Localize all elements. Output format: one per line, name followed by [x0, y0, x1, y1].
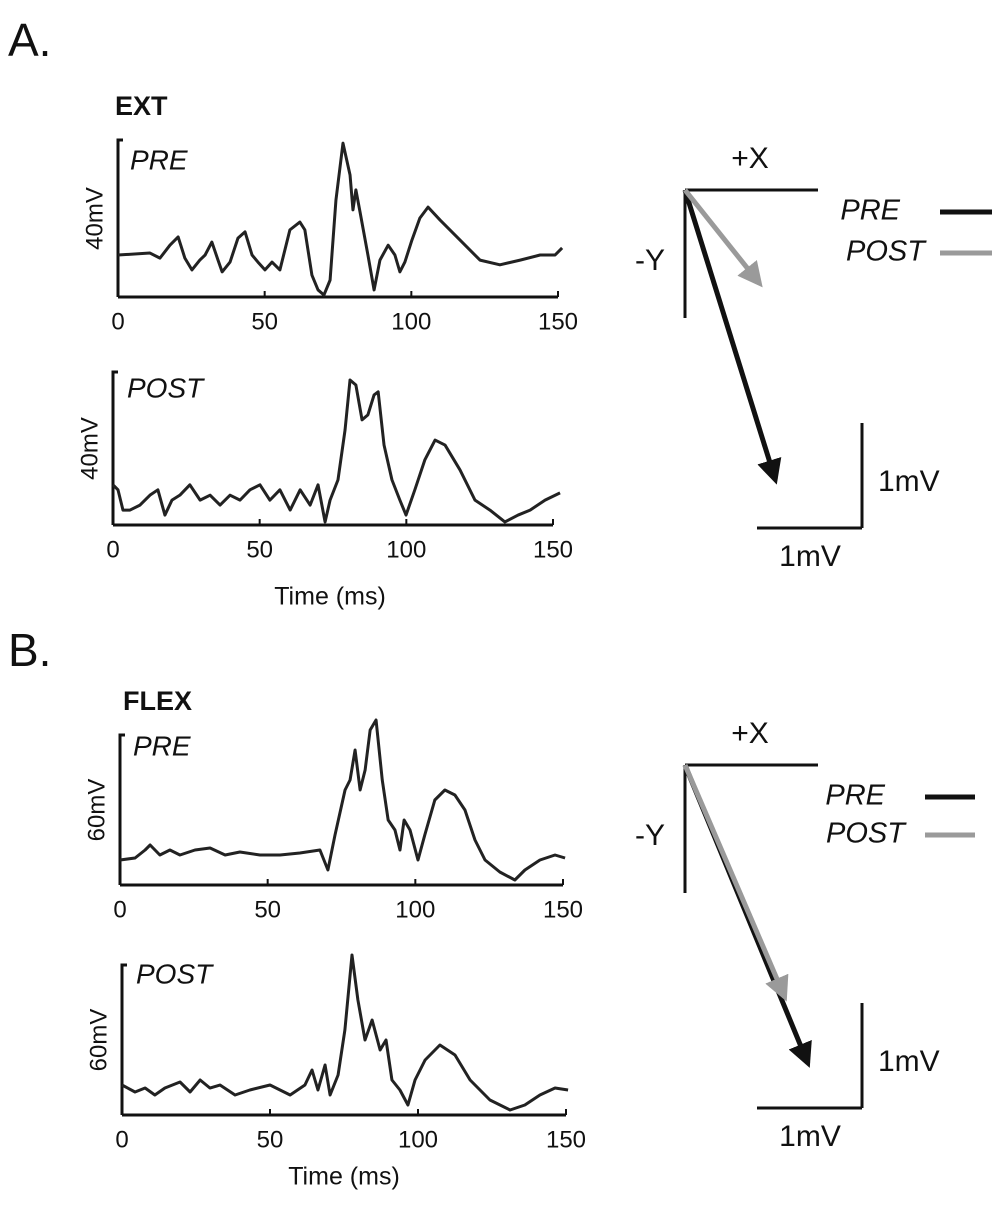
vector-arrow	[683, 188, 763, 288]
annotation: PRE	[133, 730, 191, 761]
scale-label-y: 1mV	[878, 1045, 940, 1078]
x-tick-label: 100	[391, 308, 431, 335]
x-tick-label: 50	[257, 1126, 284, 1153]
trace	[119, 718, 566, 882]
chart-title: EXT	[115, 91, 168, 121]
vector-arrow	[682, 189, 782, 485]
scale-label-x: 1mV	[779, 540, 841, 573]
chart-title: FLEX	[123, 686, 192, 716]
x-tick-label: 150	[538, 308, 578, 335]
x-axis-label: Time (ms)	[274, 583, 386, 611]
legend-label: PRE	[840, 195, 900, 227]
x-tick-label: 100	[398, 1126, 438, 1153]
x-tick-label: 50	[246, 536, 273, 563]
scale-label-x: 1mV	[779, 1120, 841, 1153]
y-scale-bar	[120, 963, 127, 1115]
x-tick-label: 0	[115, 1126, 128, 1153]
y-scale-bar	[118, 733, 125, 885]
y-scale-label: 60mV	[83, 779, 110, 842]
y-axis-label: -Y	[635, 244, 665, 277]
x-axis-label: Time (ms)	[288, 1163, 400, 1191]
vector-arrow	[682, 764, 789, 1002]
y-scale-bar	[111, 370, 118, 525]
trace	[121, 953, 569, 1112]
x-tick-label: 100	[386, 536, 426, 563]
x-tick-label: 150	[543, 896, 583, 923]
x-tick-label: 0	[113, 896, 126, 923]
x-tick-label: 0	[111, 308, 124, 335]
panel-label: A.	[8, 14, 51, 66]
legend-label: PRE	[825, 780, 885, 812]
panel-label: B.	[8, 624, 51, 676]
y-scale-label: 40mV	[81, 187, 108, 250]
legend-label: POST	[846, 236, 927, 268]
trace	[111, 378, 561, 524]
x-tick-label: 150	[533, 536, 573, 563]
y-scale-bar	[116, 138, 123, 297]
x-tick-label: 0	[106, 536, 119, 563]
trace	[117, 141, 564, 297]
annotation: POST	[136, 958, 214, 989]
annotation: PRE	[130, 144, 188, 175]
y-scale-label: 40mV	[76, 417, 103, 480]
scale-label-y: 1mV	[878, 465, 940, 498]
x-tick-label: 150	[546, 1126, 586, 1153]
x-axis-label: +X	[731, 717, 769, 750]
x-tick-label: 100	[395, 896, 435, 923]
x-tick-label: 50	[254, 896, 281, 923]
x-tick-label: 50	[251, 308, 278, 335]
x-axis-label: +X	[731, 142, 769, 175]
legend-label: POST	[826, 818, 907, 850]
y-axis-label: -Y	[635, 819, 665, 852]
y-scale-label: 60mV	[85, 1009, 112, 1072]
annotation: POST	[127, 372, 205, 403]
